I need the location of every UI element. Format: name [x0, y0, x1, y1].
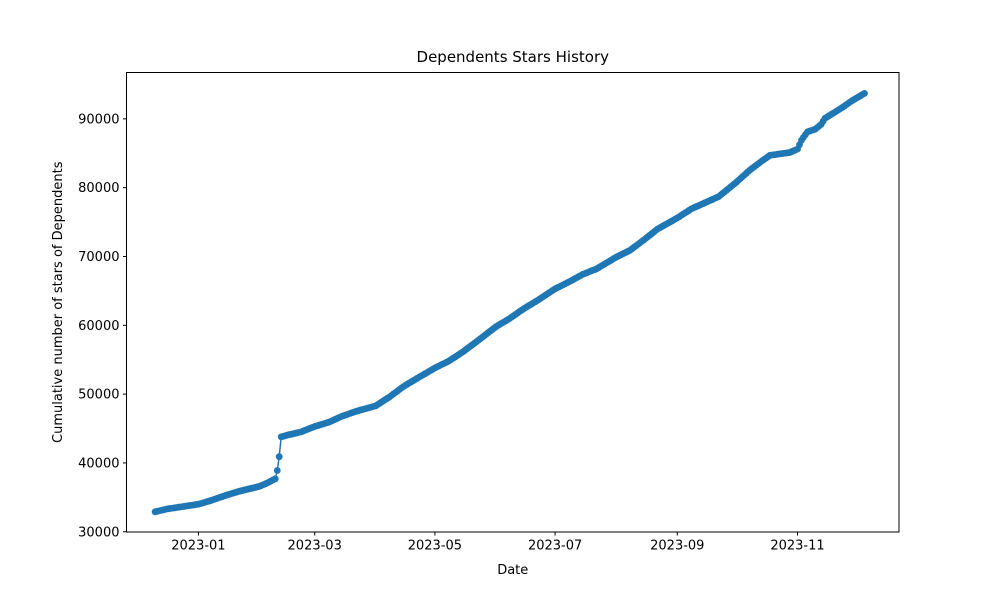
x-tick-label: 2023-05	[408, 539, 462, 554]
y-tick-label: 90000	[78, 112, 119, 127]
data-series	[151, 90, 868, 516]
y-tick-label: 40000	[78, 456, 119, 471]
y-tick-label: 50000	[78, 388, 119, 403]
x-tick-label: 2023-07	[528, 539, 582, 554]
x-tick-label: 2023-09	[650, 539, 704, 554]
x-axis-ticks: 2023-01 2023-03 2023-05 2023-07 2023-09 2023-…	[171, 532, 825, 554]
y-tick-label: 60000	[78, 319, 119, 334]
y-tick-label: 80000	[78, 181, 119, 196]
plot-area-border	[126, 72, 900, 533]
y-axis-label: Cumulative number of stars of Dependents	[51, 161, 66, 443]
data-point-marker	[273, 467, 281, 474]
y-tick-label: 70000	[78, 250, 119, 265]
x-tick-label: 2023-11	[770, 539, 824, 554]
x-tick-label: 2023-03	[288, 539, 342, 554]
chart-title: Dependents Stars History	[417, 48, 610, 66]
data-point-marker	[861, 90, 868, 97]
y-axis-ticks: 30000 40000 50000 60000 70000 80000 90000	[78, 112, 127, 540]
x-tick-label: 2023-01	[171, 539, 225, 554]
y-tick-label: 30000	[78, 525, 119, 540]
series-line	[154, 92, 865, 513]
data-point-marker	[275, 453, 283, 461]
x-axis-label: Date	[497, 563, 528, 578]
data-point-marker	[271, 475, 279, 483]
